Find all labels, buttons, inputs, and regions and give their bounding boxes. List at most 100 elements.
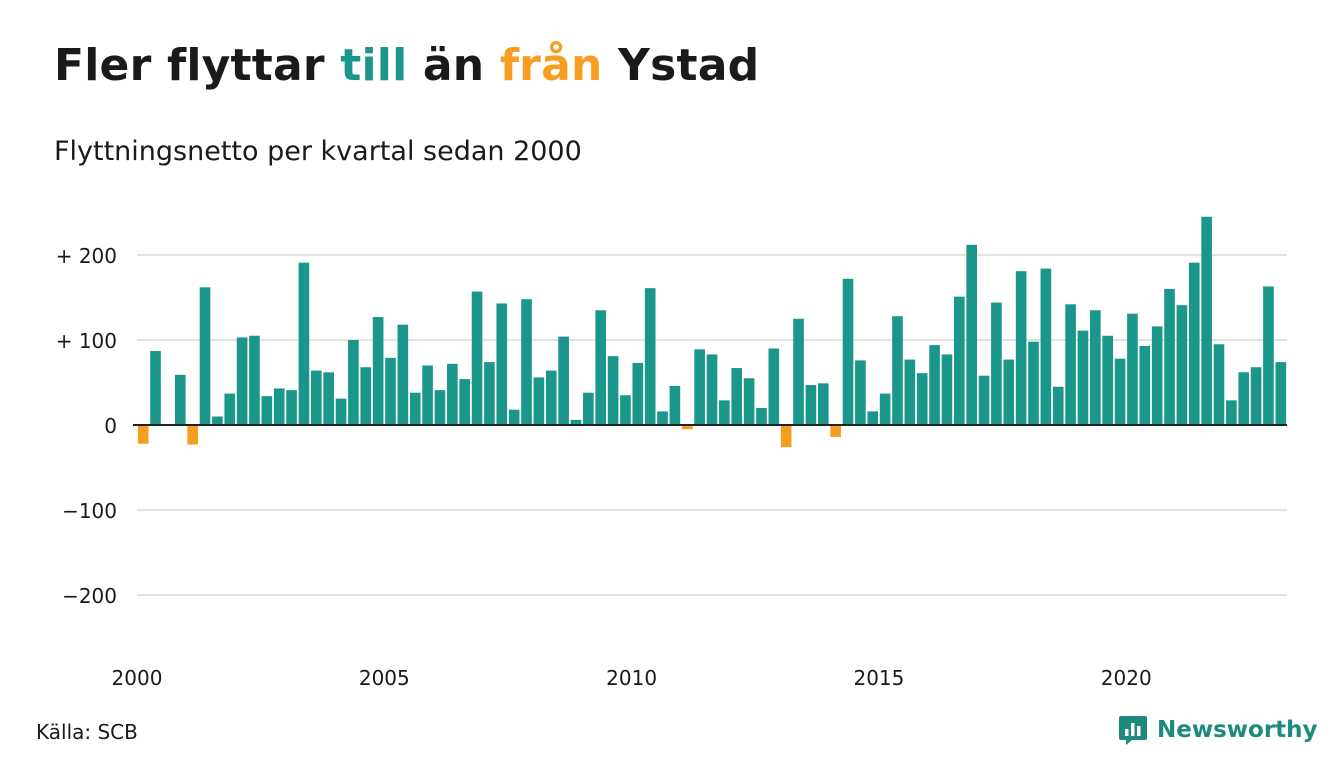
x-tick-label: 2000 (112, 666, 163, 690)
x-tick-label: 2010 (606, 666, 657, 690)
bar-positive (916, 373, 928, 425)
bar-positive (508, 409, 520, 425)
bar-positive (1052, 386, 1064, 425)
newsworthy-logo: Newsworthy (1118, 714, 1318, 746)
bar-positive (484, 362, 495, 425)
x-axis-ticks: 2000 2005 2010 2015 2020 (112, 666, 1152, 690)
bar-positive (1213, 344, 1225, 425)
bar-positive (422, 365, 433, 425)
x-tick-label: 2020 (1101, 666, 1152, 690)
chart-subtitle: Flyttningsnetto per kvartal sedan 2000 (54, 136, 582, 167)
bar-positive (212, 416, 223, 425)
bar-positive (1102, 335, 1114, 425)
bar-negative (830, 425, 841, 437)
bar-positive (817, 383, 829, 425)
bar-positive (570, 419, 582, 425)
chart-title: Fler flyttar till än från Ystad (54, 40, 759, 91)
bar-positive (694, 349, 705, 425)
bars (137, 216, 1287, 448)
title-part-1: Fler flyttar (54, 40, 341, 91)
bar-positive (348, 340, 359, 425)
gridlines (137, 254, 1287, 596)
bar-positive (953, 296, 965, 425)
bar-positive (978, 375, 990, 425)
bar-positive (434, 390, 446, 425)
bar-negative (780, 425, 792, 448)
bar-positive (669, 385, 681, 425)
bar-positive (805, 385, 817, 425)
bar-positive (1164, 289, 1175, 425)
bar-positive (447, 363, 458, 425)
bar-positive (471, 291, 483, 425)
bar-positive (879, 393, 891, 425)
y-tick-label: + 200 (56, 244, 117, 268)
y-axis-ticks: + 200 + 100 0 −100 −200 (56, 244, 117, 608)
brand-name: Newsworthy (1157, 717, 1318, 743)
bar-positive (1226, 400, 1237, 425)
bar-positive (385, 357, 396, 425)
bar-positive (867, 411, 879, 425)
bar-positive (1151, 326, 1163, 425)
bar-positive (286, 390, 297, 425)
bar-positive (966, 244, 977, 425)
bar-chart: + 200 + 100 0 −100 −200 2000 2005 2010 2015 2020 (56, 216, 1287, 690)
bar-positive (372, 317, 384, 425)
bar-positive (595, 310, 607, 425)
bar-positive (261, 396, 273, 425)
bar-positive (620, 395, 631, 425)
bar-positive (842, 278, 854, 425)
bar-positive (1275, 362, 1287, 425)
bar-positive (904, 359, 916, 425)
title-part-3: Ystad (602, 40, 760, 91)
bar-positive (991, 302, 1002, 425)
bar-positive (150, 351, 161, 425)
bar-positive (298, 262, 310, 425)
bar-positive (1201, 216, 1212, 425)
y-tick-label: + 100 (56, 329, 117, 353)
bar-positive (236, 337, 248, 425)
bar-positive (706, 354, 718, 425)
bar-positive (644, 288, 656, 425)
bar-positive (360, 367, 372, 425)
bar-positive (1090, 310, 1101, 425)
bar-positive (459, 379, 470, 425)
x-tick-label: 2015 (853, 666, 904, 690)
bar-positive (941, 354, 953, 425)
bar-positive (199, 287, 211, 425)
title-part-2: än (407, 40, 500, 91)
bar-positive (558, 336, 569, 425)
bar-positive (545, 370, 557, 425)
bar-positive (397, 324, 409, 425)
bar-positive (273, 388, 285, 425)
bar-positive (1065, 304, 1076, 425)
bar-positive (793, 318, 804, 425)
bar-positive (1077, 330, 1089, 425)
bar-positive (533, 377, 545, 425)
bar-positive (1015, 271, 1027, 425)
bar-positive (323, 372, 334, 425)
bar-positive (583, 392, 594, 425)
bar-positive (632, 362, 644, 425)
bar-positive (1114, 358, 1126, 425)
bar-positive (719, 400, 730, 425)
bar-positive (743, 378, 755, 425)
title-till-highlight: till (340, 40, 408, 91)
bar-positive (1127, 313, 1138, 425)
y-tick-label: −200 (62, 584, 117, 608)
bar-positive (731, 368, 743, 425)
bar-positive (249, 335, 260, 425)
bar-positive (756, 408, 767, 425)
bar-positive (892, 316, 903, 425)
bar-positive (657, 411, 668, 425)
source-label: Källa: SCB (36, 720, 138, 744)
bar-positive (1139, 345, 1151, 425)
bar-positive (1238, 372, 1250, 425)
bar-positive (310, 370, 322, 425)
bar-positive (1176, 305, 1188, 425)
bar-positive (1263, 286, 1274, 425)
bar-negative (187, 425, 198, 445)
bar-positive (929, 345, 940, 425)
bar-positive (1250, 367, 1262, 425)
y-tick-label: 0 (104, 414, 117, 438)
